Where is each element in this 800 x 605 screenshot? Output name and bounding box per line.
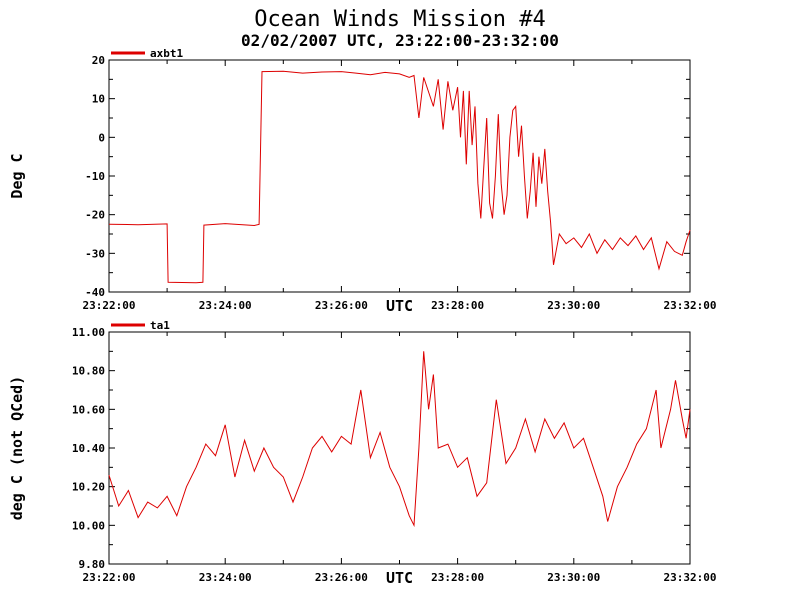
series-line-ta1 [108, 351, 691, 528]
x-tick-label: 23:30:00 [547, 571, 600, 584]
y-tick-label: 20 [92, 54, 105, 67]
plot-frame [108, 59, 691, 293]
y-tick-label: 10.80 [72, 365, 105, 378]
y-tick-label: 11.00 [72, 326, 105, 339]
x-tick-label: 23:30:00 [547, 299, 600, 312]
x-tick-label: 23:32:00 [664, 571, 717, 584]
series-line-axbt1 [108, 70, 691, 284]
x-tick-label: 23:26:00 [315, 299, 368, 312]
y-tick-label: 10.60 [72, 403, 105, 416]
y-tick-label: 9.80 [79, 558, 106, 571]
chart-panels: 23:22:00 23:24:00 23:26:00 23:28:00 23:30:00… [8, 47, 716, 587]
y-tick-label: 10 [92, 93, 105, 106]
legend-label: axbt1 [150, 47, 183, 60]
y-tick-label: -20 [85, 209, 105, 222]
y-tick-label: 0 [98, 131, 105, 144]
x-axis-label: UTC [386, 569, 413, 587]
x-tick-label: 23:28:00 [431, 571, 484, 584]
y-tick-label: -40 [85, 286, 105, 299]
y-tick-label: 10.40 [72, 442, 105, 455]
plot-frame [108, 331, 691, 565]
x-tick-label: 23:22:00 [83, 299, 136, 312]
y-tick-label: 10.20 [72, 481, 105, 494]
chart-panel-1: 23:22:00 23:24:00 23:26:00 23:28:00 23:30:00… [8, 47, 716, 315]
y-axis-label: Deg C [8, 153, 26, 198]
x-tick-label: 23:28:00 [431, 299, 484, 312]
x-tick-label: 23:22:00 [83, 571, 136, 584]
x-tick-label: 23:26:00 [315, 571, 368, 584]
x-axis-label: UTC [386, 297, 413, 315]
y-tick-label: -30 [85, 247, 105, 260]
figure-title: Ocean Winds Mission #4 [254, 7, 545, 32]
figure-subtitle: 02/02/2007 UTC, 23:22:00-23:32:00 [241, 31, 559, 50]
legend-label: ta1 [150, 319, 170, 332]
x-tick-label: 23:32:00 [664, 299, 717, 312]
y-axis-label: deg C (not QCed) [8, 376, 26, 521]
y-tick-label: 10.00 [72, 519, 105, 532]
chart-panel-2: 23:22:00 23:24:00 23:26:00 23:28:00 23:30:00… [8, 319, 716, 587]
y-tick-label: -10 [85, 170, 105, 183]
x-tick-label: 23:24:00 [199, 571, 252, 584]
x-tick-label: 23:24:00 [199, 299, 252, 312]
